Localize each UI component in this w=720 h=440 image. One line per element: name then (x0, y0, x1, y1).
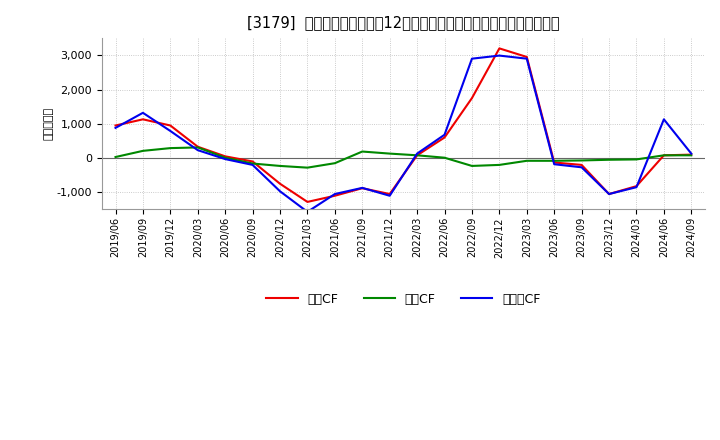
営業CF (111, 123, 120, 128)
営業CF (550, 160, 559, 165)
投資CF (166, 146, 175, 151)
営業CF (687, 152, 696, 157)
Line: 投資CF: 投資CF (115, 147, 691, 168)
投資CF (605, 157, 613, 162)
フリーCF (111, 125, 120, 131)
フリーCF (413, 151, 421, 156)
投資CF (385, 151, 394, 156)
営業CF (330, 193, 339, 198)
営業CF (358, 186, 366, 191)
フリーCF (385, 193, 394, 198)
投資CF (194, 145, 202, 150)
フリーCF (467, 56, 476, 61)
投資CF (358, 149, 366, 154)
フリーCF (440, 132, 449, 137)
投資CF (632, 157, 641, 162)
Y-axis label: （百万円）: （百万円） (44, 107, 54, 140)
営業CF (632, 183, 641, 189)
営業CF (440, 135, 449, 140)
営業CF (166, 123, 175, 128)
フリーCF (166, 128, 175, 134)
投資CF (248, 161, 257, 166)
フリーCF (358, 185, 366, 191)
営業CF (221, 154, 230, 159)
営業CF (577, 162, 586, 168)
営業CF (605, 191, 613, 197)
フリーCF (303, 209, 312, 214)
投資CF (523, 158, 531, 163)
Legend: 営業CF, 投資CF, フリーCF: 営業CF, 投資CF, フリーCF (261, 288, 545, 311)
投資CF (467, 163, 476, 169)
フリーCF (550, 161, 559, 167)
営業CF (139, 117, 148, 122)
投資CF (221, 155, 230, 160)
Line: フリーCF: フリーCF (115, 55, 691, 212)
フリーCF (577, 165, 586, 170)
フリーCF (632, 184, 641, 190)
投資CF (276, 163, 284, 169)
フリーCF (605, 191, 613, 197)
フリーCF (221, 157, 230, 162)
フリーCF (139, 110, 148, 115)
営業CF (495, 46, 504, 51)
フリーCF (523, 56, 531, 61)
営業CF (660, 153, 668, 158)
営業CF (385, 191, 394, 197)
投資CF (139, 148, 148, 154)
営業CF (413, 153, 421, 158)
フリーCF (495, 53, 504, 58)
投資CF (550, 158, 559, 163)
投資CF (111, 154, 120, 160)
営業CF (248, 159, 257, 164)
フリーCF (248, 162, 257, 168)
フリーCF (194, 147, 202, 153)
投資CF (440, 155, 449, 160)
投資CF (687, 153, 696, 158)
営業CF (523, 54, 531, 59)
投資CF (330, 161, 339, 166)
投資CF (413, 153, 421, 158)
Title: [3179]  キャッシュフローの12か月移動合計の対前年同期増減額の推移: [3179] キャッシュフローの12か月移動合計の対前年同期増減額の推移 (247, 15, 559, 30)
フリーCF (687, 151, 696, 156)
投資CF (495, 162, 504, 168)
投資CF (303, 165, 312, 170)
フリーCF (330, 191, 339, 197)
フリーCF (660, 117, 668, 122)
営業CF (276, 181, 284, 187)
営業CF (194, 144, 202, 150)
投資CF (577, 158, 586, 163)
Line: 営業CF: 営業CF (115, 48, 691, 202)
営業CF (303, 199, 312, 205)
営業CF (467, 95, 476, 101)
投資CF (660, 153, 668, 158)
フリーCF (276, 189, 284, 194)
